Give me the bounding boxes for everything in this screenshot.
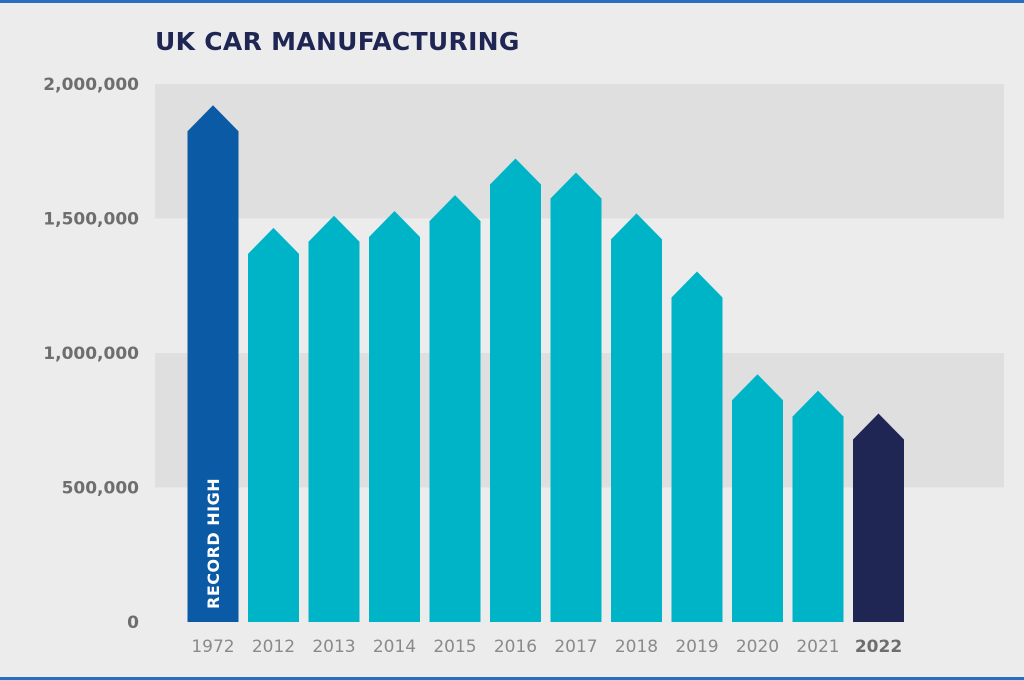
bar-1972 xyxy=(187,105,239,623)
bar-2012 xyxy=(248,227,299,623)
y-tick-label: 500,000 xyxy=(62,479,140,499)
bars: RECORD HIGH xyxy=(187,105,904,623)
x-tick-label: 2018 xyxy=(615,637,658,657)
top-rule xyxy=(0,0,1024,3)
bar-2013 xyxy=(308,215,360,622)
bar-2021 xyxy=(792,390,844,622)
bar-2014 xyxy=(369,210,420,622)
x-tick-label: 2016 xyxy=(494,637,537,657)
x-tick-label: 2017 xyxy=(554,637,597,657)
x-tick-label: 2022 xyxy=(855,637,902,657)
x-tick-label: 2013 xyxy=(312,637,355,657)
record-high-label: RECORD HIGH xyxy=(204,478,223,609)
bar-2016 xyxy=(490,158,541,622)
x-tick-label: 2020 xyxy=(736,637,779,657)
bar-2017 xyxy=(550,172,602,622)
x-tick-label: 2015 xyxy=(433,637,476,657)
x-tick-label: 2014 xyxy=(373,637,416,657)
bar-2018 xyxy=(611,213,662,622)
x-tick-label: 2019 xyxy=(675,637,718,657)
x-tick-label: 2012 xyxy=(252,637,295,657)
y-tick-label: 0 xyxy=(127,613,139,633)
bar-2022 xyxy=(853,413,904,622)
y-tick-label: 1,500,000 xyxy=(43,210,139,230)
bar-2020 xyxy=(732,374,783,622)
chart-title: UK CAR MANUFACTURING xyxy=(155,27,520,56)
bar-2015 xyxy=(429,195,481,623)
y-tick-label: 1,000,000 xyxy=(43,344,139,364)
x-tick-label: 2021 xyxy=(796,637,839,657)
bar-2019 xyxy=(671,271,723,622)
bottom-rule xyxy=(0,677,1024,680)
x-tick-label: 1972 xyxy=(191,637,234,657)
y-tick-label: 2,000,000 xyxy=(43,75,139,95)
